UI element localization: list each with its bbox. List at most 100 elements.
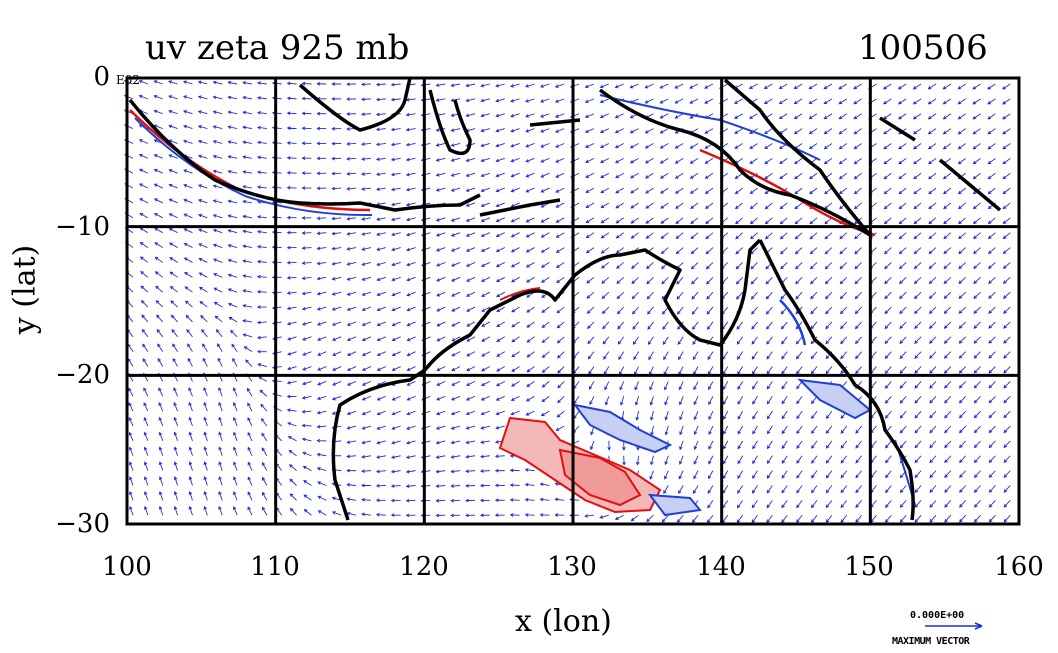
wind-vector (346, 380, 357, 386)
wind-vector (465, 113, 476, 118)
wind-vector (840, 351, 848, 360)
wind-vector (301, 96, 312, 101)
wind-vector (629, 143, 639, 149)
wind-vector (361, 172, 371, 176)
wind-vector (168, 198, 178, 204)
wind-vector (884, 351, 892, 360)
wind-vector (139, 183, 149, 189)
wind-vector (436, 395, 446, 401)
wind-vector (510, 113, 520, 118)
wind-vector (390, 172, 401, 177)
wind-vector (675, 232, 684, 240)
wind-vector (707, 500, 714, 509)
wind-vector (360, 483, 371, 488)
wind-vector (361, 380, 372, 386)
wind-vector (555, 217, 565, 223)
wind-vector (809, 187, 818, 195)
wind-vector (1002, 276, 1011, 284)
wind-vector (630, 202, 639, 209)
wind-vector (143, 490, 149, 501)
wind-vector (361, 366, 372, 371)
wind-vector (436, 380, 446, 386)
wind-vector (794, 202, 803, 210)
wind-vector (143, 431, 149, 442)
wind-vector (723, 440, 729, 450)
wind-vector (183, 139, 193, 144)
wind-vector (987, 247, 996, 255)
wind-vector (751, 306, 758, 315)
wind-vector (855, 455, 862, 464)
wind-vector (855, 366, 862, 375)
wind-vector (212, 154, 223, 159)
lat-lon-grid (127, 78, 1019, 524)
wind-vector (691, 276, 699, 285)
x-tick-label: 150 (844, 552, 894, 582)
wind-vector (661, 306, 669, 315)
wind-vector (942, 128, 952, 135)
wind-vector (780, 247, 788, 255)
wind-vector (987, 98, 996, 105)
wind-vector (649, 396, 654, 406)
wind-vector (526, 381, 535, 387)
wind-vector (619, 381, 625, 391)
wind-vector (436, 262, 446, 267)
wind-vector (406, 321, 416, 327)
wind-vector (247, 402, 253, 412)
wind-vector (942, 113, 952, 120)
wind-vector (764, 128, 773, 135)
wind-vector (914, 485, 922, 494)
wind-vector (824, 276, 833, 285)
wind-vector (495, 157, 505, 163)
wind-vector (287, 436, 297, 442)
wind-vector (825, 514, 833, 523)
wind-vector (302, 351, 312, 356)
wind-vector (376, 276, 386, 282)
wind-vector (824, 217, 833, 225)
wind-vector (158, 416, 164, 427)
wind-vector (346, 336, 357, 342)
wind-vector (510, 276, 520, 283)
wind-vector (481, 291, 491, 297)
wind-vector (331, 186, 342, 191)
wind-vector (361, 142, 371, 146)
wind-vector (914, 470, 922, 479)
wind-vector (256, 110, 267, 115)
wind-vector (301, 246, 312, 250)
wind-vector (555, 202, 565, 208)
wind-vector (853, 83, 862, 90)
wind-vector (972, 128, 981, 135)
wind-vector (525, 232, 535, 238)
wind-vector (557, 351, 565, 359)
wind-vector (217, 343, 223, 352)
wind-vector (405, 202, 416, 207)
wind-vector (899, 366, 907, 374)
wind-vector (808, 128, 818, 135)
wind-vector (676, 276, 684, 285)
wind-vector (317, 380, 327, 386)
wind-vector (287, 366, 297, 371)
wind-vector (749, 187, 758, 195)
wind-vector (884, 262, 892, 270)
wind-vector (705, 202, 714, 210)
wind-vector (158, 476, 164, 486)
wind-vector (450, 440, 461, 445)
wind-vector (913, 172, 922, 180)
wind-vector (957, 202, 967, 210)
wind-vector (376, 217, 386, 221)
wind-vector (614, 514, 624, 520)
wind-vector (450, 513, 461, 518)
wind-vector (679, 440, 684, 451)
wind-vector (737, 485, 744, 494)
wind-vector (331, 291, 342, 296)
wind-vector (912, 113, 922, 120)
wind-vector (301, 423, 312, 428)
wind-vector (645, 217, 654, 224)
wind-vector (679, 425, 684, 436)
wind-vector (183, 184, 193, 189)
coast-solomons (879, 116, 916, 142)
wind-vector (129, 491, 134, 501)
wind-vector (689, 157, 699, 164)
wind-vector (958, 291, 967, 299)
wind-vector (973, 306, 981, 314)
wind-vector (154, 271, 164, 278)
